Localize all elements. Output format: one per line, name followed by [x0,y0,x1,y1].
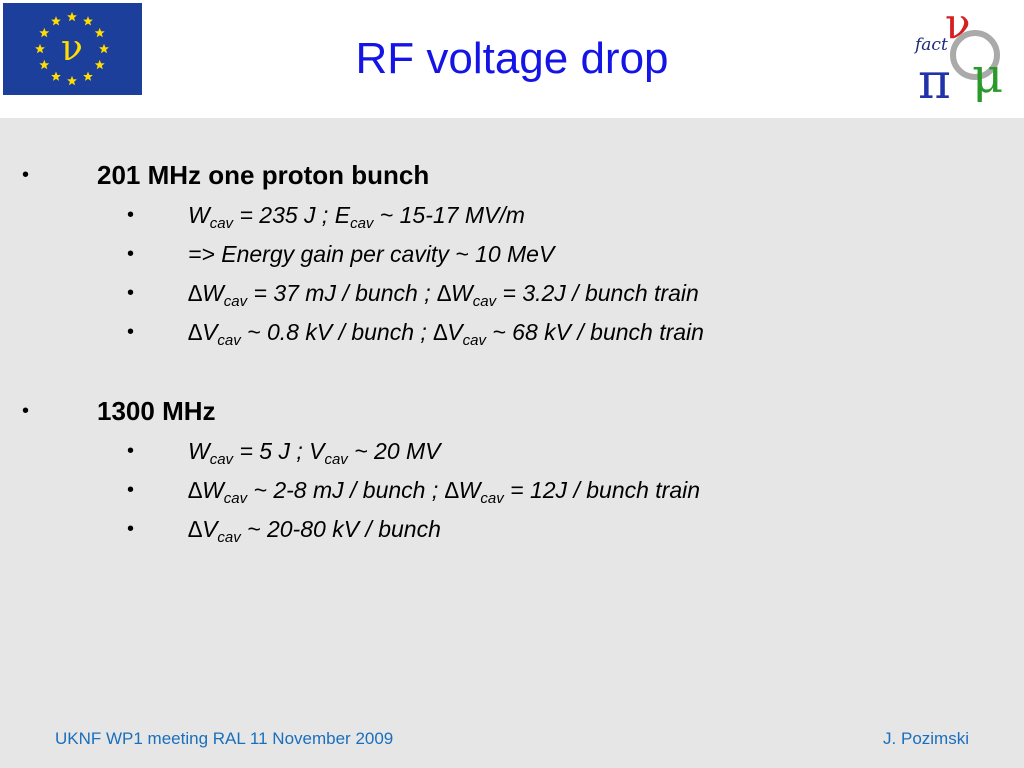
text-run: ~ 2-8 mJ / bunch ; ∆W [247,477,481,503]
star [83,16,93,26]
fact-logo: fact ν π μ [913,0,1003,110]
subscript: cav [324,451,348,468]
sub-bullet-dot: • [127,204,135,226]
sub-bullet-dot: • [127,440,135,462]
text-run: = 3.2J / bunch train [496,280,699,306]
logo-pi: π [918,52,951,110]
text-run: W [188,438,210,464]
sub-bullet: => Energy gain per cavity ~ 10 MeV [188,241,554,268]
bullet-dot: • [22,400,30,422]
bullet-text: 1300 MHz [97,396,216,426]
star [51,71,61,81]
text-run: W [188,202,210,228]
bullet-dot: • [22,164,30,186]
text-run: ~ 20-80 kV / bunch [240,516,441,542]
star [39,59,50,70]
star [39,27,50,38]
subscript: cav [217,529,241,546]
subscript: cav [480,490,504,507]
star [94,27,105,38]
eu-logo: ν [3,3,142,95]
sub-bullet: ∆Wcav = 37 mJ / bunch ; ∆Wcav = 3.2J / b… [188,280,699,310]
sub-bullet: ∆Vcav ~ 0.8 kV / bunch ; ∆Vcav ~ 68 kV /… [188,319,704,349]
sub-bullet-dot: • [127,243,135,265]
sub-bullet-dot: • [127,321,135,343]
logo-fact: fact [913,35,948,55]
sub-bullet: ∆Vcav ~ 20-80 kV / bunch [188,516,441,546]
footer-right: J. Pozimski [883,729,969,748]
star [83,71,93,81]
subscript: cav [217,332,241,349]
text-run: = 5 J ; V [233,438,325,464]
star [67,75,77,86]
bullet-text: 201 MHz one proton bunch [97,160,430,190]
text-run: = 235 J ; E [233,202,351,228]
flag-nu: ν [61,28,83,69]
footer-left: UKNF WP1 meeting RAL 11 November 2009 [55,729,394,748]
logo-mu: μ [972,48,1003,104]
header: ν fact ν π μ RF voltage drop [0,0,1024,118]
text-run: ∆W [188,477,224,503]
text-run: ~ 15-17 MV/m [373,202,525,228]
subscript: cav [462,332,486,349]
subscript: cav [209,451,234,468]
text-run: ~ 0.8 kV / bunch ; ∆V [240,319,463,345]
text-run: ~ 20 MV [347,438,441,464]
sub-bullet: Wcav = 5 J ; Vcav ~ 20 MV [188,438,441,468]
text-run: => Energy gain per cavity ~ 10 MeV [188,241,555,267]
subscript: cav [472,293,497,310]
text-run: ~ 68 kV / bunch train [485,319,704,345]
subscript: cav [223,490,248,507]
star [51,16,61,26]
logo-nu: ν [945,0,971,48]
text-run: ∆W [188,280,224,306]
slide-title: RF voltage drop [355,34,669,83]
logo-ring [950,30,1000,80]
star [35,43,45,54]
subscript: cav [209,215,234,232]
text-run: ∆V [188,319,218,345]
sub-bullet-dot: • [127,479,135,501]
subscript: cav [350,215,374,232]
star [94,59,105,70]
star [99,43,109,54]
sub-bullet-dot: • [127,518,135,540]
sub-bullet-dot: • [127,282,135,304]
text-run: = 37 mJ / bunch ; ∆W [247,280,473,306]
sub-bullet: ∆Wcav ~ 2-8 mJ / bunch ; ∆Wcav = 12J / b… [188,477,701,507]
sub-bullet: Wcav = 235 J ; Ecav ~ 15-17 MV/m [188,202,525,232]
star [67,11,77,22]
subscript: cav [223,293,248,310]
text-run: ∆V [188,516,218,542]
logos: ν fact ν π μ [3,0,1003,110]
text-run: = 12J / bunch train [503,477,701,503]
